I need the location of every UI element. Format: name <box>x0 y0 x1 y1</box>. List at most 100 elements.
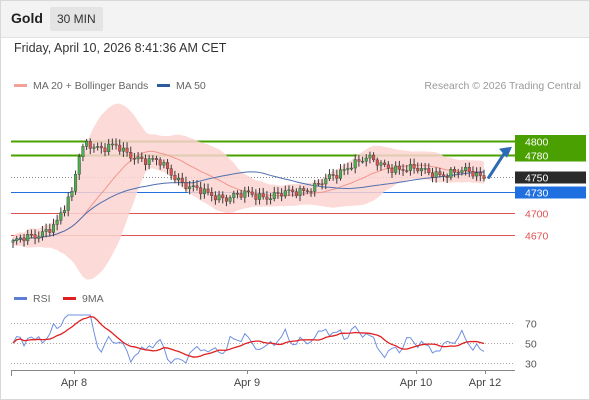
candle-body <box>151 158 155 160</box>
candle-body <box>140 156 144 159</box>
candle-body <box>213 195 217 201</box>
x-tick-label: Apr 8 <box>61 377 87 389</box>
candle-body <box>379 162 383 166</box>
legend-ma50-swatch <box>157 83 170 87</box>
legend-ma20-swatch <box>14 83 27 87</box>
candle-body <box>316 183 320 185</box>
candle-body <box>368 154 372 159</box>
candle-body <box>169 168 173 176</box>
candle-body <box>272 192 276 199</box>
projection-arrowhead <box>499 146 512 158</box>
candle-body <box>177 177 181 181</box>
candle-body <box>302 188 306 191</box>
candle-body <box>59 212 63 221</box>
candle-body <box>217 194 221 201</box>
candle-body <box>442 174 446 177</box>
candle-body <box>11 240 15 243</box>
ma50-line <box>12 171 485 242</box>
candle-body <box>44 229 48 232</box>
candle-body <box>92 146 96 149</box>
candle-body <box>221 194 225 199</box>
candle-body <box>74 174 78 192</box>
candle-body <box>81 146 85 158</box>
candle-body <box>107 143 111 153</box>
rsi-tick-label: 70 <box>525 319 537 331</box>
candle-body <box>63 210 67 213</box>
candle-body <box>40 231 44 237</box>
candle-body <box>66 196 70 211</box>
legend-ma20: MA 20 + Bollinger Bands <box>14 80 148 92</box>
candle-body <box>29 234 33 236</box>
candle-body <box>121 147 125 152</box>
candle-body <box>228 197 232 202</box>
candle-body <box>331 174 335 176</box>
legend-ma20-label: MA 20 + Bollinger Bands <box>33 80 149 92</box>
candle-body <box>471 171 475 177</box>
candle-body <box>280 193 284 197</box>
candle-body <box>401 169 405 171</box>
candle-body <box>132 158 136 160</box>
candle-body <box>460 170 464 173</box>
candle-body <box>22 237 26 242</box>
candle-body <box>397 165 401 170</box>
legend-9ma-swatch <box>63 296 76 300</box>
rsi-ma-line <box>12 315 485 358</box>
candle-body <box>383 162 387 165</box>
candle-body <box>110 143 114 146</box>
candle-body <box>77 156 81 175</box>
candle-body <box>258 193 262 200</box>
x-tick-label: Apr 9 <box>234 377 260 389</box>
candle-body <box>291 189 295 192</box>
candles-group <box>11 138 486 248</box>
candle-body <box>475 172 479 177</box>
level-label-4800: 4800 <box>525 137 549 149</box>
candle-body <box>166 162 170 169</box>
candle-body <box>423 168 427 170</box>
level-label-4750: 4750 <box>525 173 549 185</box>
candle-body <box>55 220 59 225</box>
candle-body <box>464 167 468 171</box>
candle-body <box>96 146 100 148</box>
legend-rsi-label: RSI <box>33 293 51 305</box>
candle-body <box>195 185 199 188</box>
candle-body <box>180 177 184 183</box>
rsi-line <box>12 314 485 364</box>
level-tag-4800 <box>515 135 586 148</box>
candle-body <box>18 237 22 240</box>
candle-body <box>357 159 361 162</box>
candle-body <box>88 141 92 149</box>
candle-body <box>350 167 354 170</box>
legend-rsi-swatch <box>14 296 27 300</box>
candle-body <box>188 186 192 189</box>
candle-body <box>467 167 471 172</box>
candle-body <box>103 147 107 153</box>
candle-body <box>269 198 273 200</box>
timeframe-selector[interactable]: 30 MIN <box>50 7 103 31</box>
candle-body <box>26 234 30 242</box>
candle-body <box>162 162 166 166</box>
candle-body <box>478 172 482 176</box>
candle-body <box>276 192 280 194</box>
candle-body <box>114 143 118 146</box>
candle-body <box>118 144 122 152</box>
candle-body <box>173 175 177 181</box>
candle-body <box>250 191 254 195</box>
candle-body <box>48 229 52 233</box>
candle-body <box>453 168 457 173</box>
level-tag-4780 <box>515 149 586 162</box>
candle-body <box>224 197 228 202</box>
legend-rsi: RSI <box>14 293 51 305</box>
candle-body <box>129 152 133 159</box>
candle-body <box>235 193 239 195</box>
candle-body <box>313 183 317 192</box>
candle-body <box>15 238 19 241</box>
candle-body <box>155 158 159 160</box>
credit-text: Research © 2026 Trading Central <box>424 80 581 92</box>
x-tick-label: Apr 10 <box>400 377 432 389</box>
candle-body <box>202 188 206 195</box>
candle-body <box>184 181 188 189</box>
chart-datetime: Friday, April 10, 2026 8:41:36 AM CET <box>14 41 227 55</box>
candle-body <box>361 160 365 163</box>
candle-body <box>324 178 328 185</box>
